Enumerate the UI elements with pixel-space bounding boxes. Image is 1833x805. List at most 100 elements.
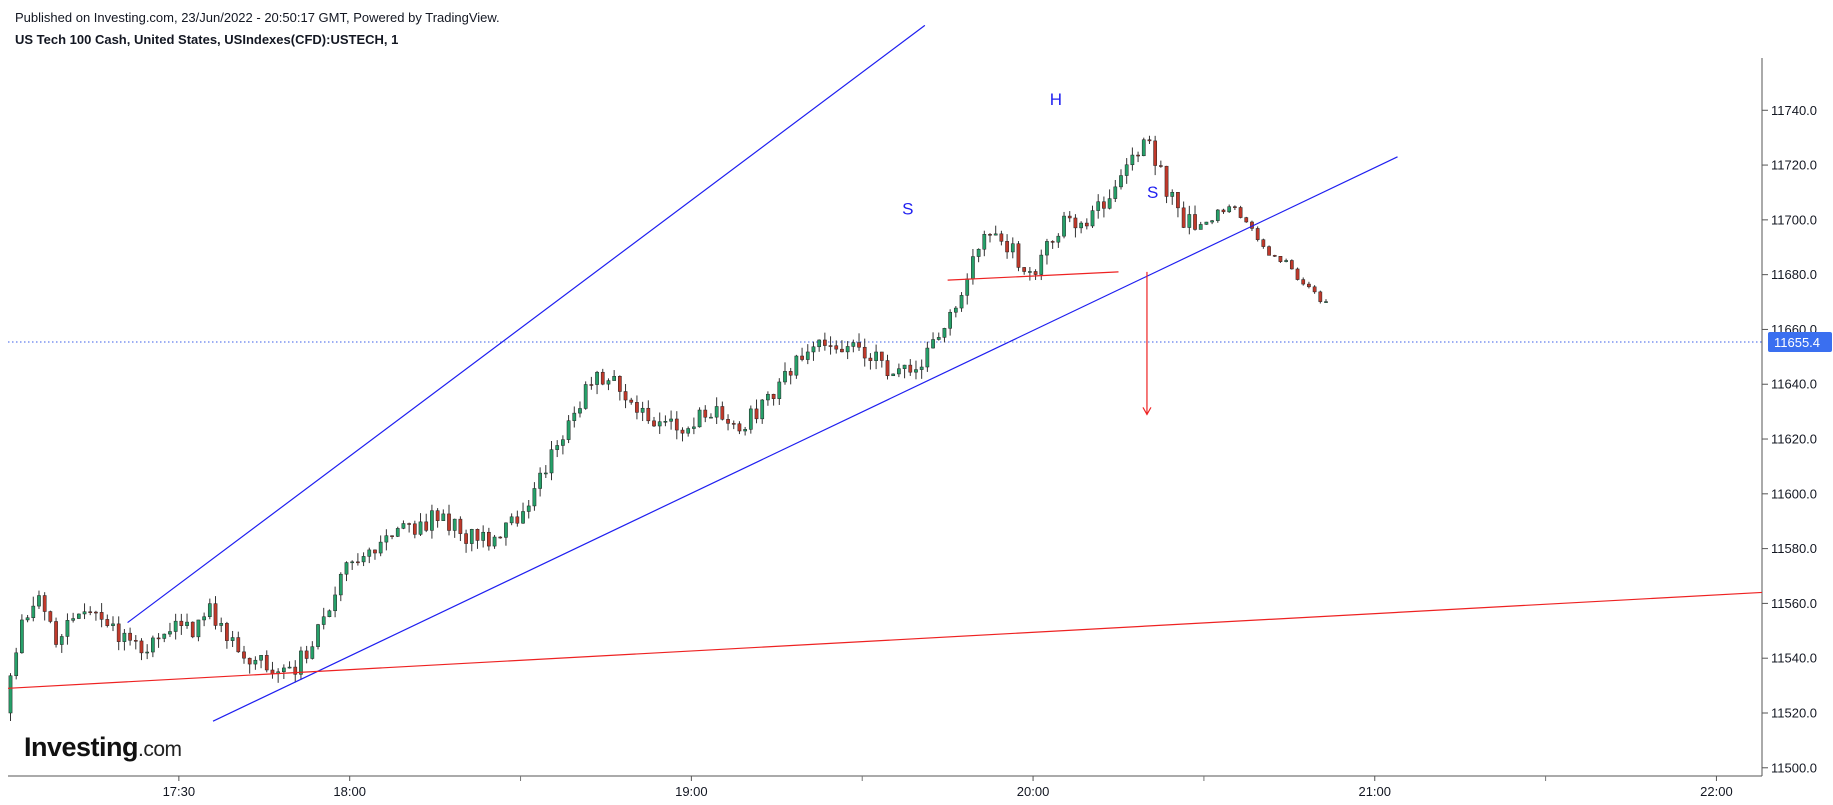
candle <box>287 661 292 669</box>
candle <box>640 401 645 422</box>
candle <box>344 561 349 582</box>
candle <box>726 414 730 431</box>
candle <box>321 607 326 630</box>
candle <box>225 621 229 649</box>
candle <box>823 332 827 351</box>
candle <box>1301 277 1306 286</box>
candle-body-down <box>1164 165 1169 197</box>
candle <box>1141 137 1146 157</box>
candle-body-up <box>509 516 514 524</box>
candle-body-up <box>595 371 599 385</box>
y-tick-label: 11560.0 <box>1771 596 1817 611</box>
candle <box>99 603 104 628</box>
candle-body-up <box>1141 139 1146 157</box>
last-price-label: 11655.4 <box>1774 335 1820 350</box>
candle-body-down <box>885 360 890 377</box>
candle <box>407 522 411 533</box>
candle-body-down <box>515 516 520 524</box>
y-tick-label: 11600.0 <box>1771 486 1817 501</box>
candle <box>1272 254 1277 258</box>
candle-body-up <box>817 339 822 348</box>
candle-body-down <box>236 637 241 653</box>
candle-body-down <box>242 651 246 659</box>
candle-body-down <box>828 345 833 347</box>
candle-body-up <box>344 562 349 575</box>
candle-body-down <box>754 408 759 420</box>
candle <box>1028 267 1032 281</box>
candle <box>1164 165 1169 204</box>
candle-body-up <box>59 636 64 645</box>
candle-body-up <box>259 655 263 661</box>
candle <box>1307 281 1311 289</box>
candle-body-down <box>1301 279 1306 285</box>
pattern-label-s-2: S <box>1147 183 1158 202</box>
candle <box>475 528 480 549</box>
neckline-line[interactable] <box>947 271 1119 281</box>
candle-body-up <box>219 623 224 626</box>
candle <box>845 341 850 360</box>
candle-body-down <box>1193 214 1197 230</box>
candle <box>561 435 565 455</box>
candle-body-down <box>156 637 161 640</box>
candle-body-up <box>1215 209 1220 221</box>
candle <box>316 623 320 650</box>
candle-body-down <box>868 357 873 361</box>
candle <box>31 596 36 622</box>
candle <box>179 613 184 635</box>
candle-body-down <box>464 533 468 544</box>
candle <box>1221 208 1226 214</box>
channel-lower-line[interactable] <box>212 156 1398 722</box>
x-tick-label: 18:00 <box>333 784 366 799</box>
candle <box>617 375 622 401</box>
candle-body-up <box>1010 243 1015 253</box>
support-trend-line[interactable] <box>7 591 1763 689</box>
candle <box>828 336 833 355</box>
candle <box>976 248 981 263</box>
candle-body-up <box>321 616 326 625</box>
candle-body-down <box>1233 206 1237 208</box>
candle <box>794 354 799 379</box>
candle <box>88 606 93 616</box>
candle-body-up <box>777 381 782 399</box>
candle-body-down <box>1016 243 1021 268</box>
candle-body-up <box>287 666 292 669</box>
candle <box>242 645 246 664</box>
candle <box>600 368 605 386</box>
candle <box>965 273 970 305</box>
candle <box>840 340 844 353</box>
candle <box>879 351 884 368</box>
candle <box>1176 192 1180 218</box>
candle <box>168 622 172 638</box>
candle-body-down <box>823 339 827 346</box>
candle-body-up <box>709 416 713 419</box>
candle <box>151 635 155 658</box>
candle-body-down <box>720 406 725 420</box>
candle <box>1204 221 1209 225</box>
candle <box>42 592 47 621</box>
candle <box>857 333 861 351</box>
candle-body-up <box>1227 206 1232 213</box>
candle-body-down <box>1073 217 1078 229</box>
channel-upper-line[interactable] <box>127 24 926 624</box>
y-tick-label: 11700.0 <box>1771 212 1817 227</box>
candle-body-up <box>766 393 770 401</box>
candle-body-down <box>834 345 839 350</box>
candle <box>1119 169 1123 190</box>
candle <box>373 549 377 560</box>
candle <box>1324 299 1328 303</box>
candle <box>914 360 918 380</box>
pattern-label-h-1: H <box>1050 90 1062 109</box>
candle-body-down <box>139 640 144 654</box>
candle-body-down <box>1272 255 1277 257</box>
y-tick-label: 11540.0 <box>1771 651 1817 666</box>
candle-body-up <box>338 573 343 596</box>
candle <box>1278 256 1283 263</box>
candle <box>156 633 161 648</box>
candle-body-up <box>361 556 366 563</box>
candle <box>509 513 514 526</box>
candle-body-down <box>373 549 377 554</box>
candle <box>282 664 286 680</box>
candle <box>709 413 713 419</box>
candle <box>185 613 189 629</box>
